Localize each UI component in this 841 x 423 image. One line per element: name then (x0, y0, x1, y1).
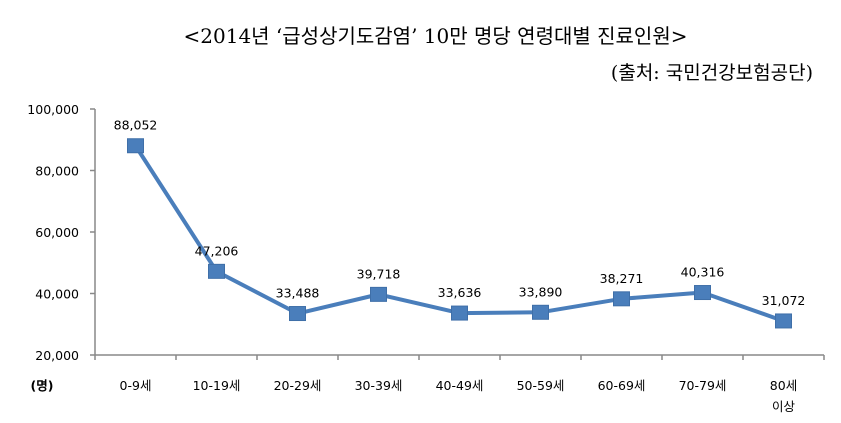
y-tick-label: 100,000 (27, 102, 79, 117)
x-tick-label: 60-69세 (598, 378, 646, 393)
y-tick-label: 40,000 (35, 287, 79, 302)
data-label: 38,271 (600, 271, 644, 286)
x-tick-label: 70-79세 (679, 378, 727, 393)
data-point-marker (289, 306, 306, 322)
chart-source: (출처: 국민건강보험공단) (610, 62, 813, 84)
data-point-marker (451, 305, 468, 321)
x-tick-label: 40-49세 (436, 378, 484, 393)
data-point-marker (532, 304, 549, 320)
data-point-marker (775, 313, 792, 329)
data-label: 31,072 (762, 293, 806, 308)
data-label: 33,890 (519, 284, 563, 299)
y-axis-unit-label: (명) (31, 378, 54, 393)
chart-title: <2014년 ‘급성상기도감염’ 10만 명당 연령대별 진료인원> (183, 24, 688, 48)
data-point-marker (208, 263, 225, 279)
y-tick-label: 60,000 (35, 225, 79, 240)
x-tick-label: 0-9세 (120, 378, 152, 393)
y-tick-label: 20,000 (35, 348, 79, 363)
x-tick-label: 이상 (772, 399, 796, 414)
data-label: 33,488 (276, 286, 320, 301)
data-label: 33,636 (438, 285, 482, 300)
data-point-marker (694, 285, 711, 301)
data-point-marker (613, 291, 630, 307)
data-point-marker (127, 138, 144, 154)
x-tick-label: 10-19세 (193, 378, 241, 393)
data-label: 39,718 (357, 266, 401, 281)
x-tick-label: 20-29세 (274, 378, 322, 393)
data-label: 88,052 (114, 118, 158, 133)
data-label: 40,316 (681, 265, 725, 280)
data-point-marker (370, 286, 387, 302)
x-tick-label: 50-59세 (517, 378, 565, 393)
data-label: 47,206 (195, 243, 239, 258)
x-tick-label: 30-39세 (355, 378, 403, 393)
x-tick-label: 80세 (770, 378, 797, 393)
y-tick-label: 80,000 (35, 164, 79, 179)
